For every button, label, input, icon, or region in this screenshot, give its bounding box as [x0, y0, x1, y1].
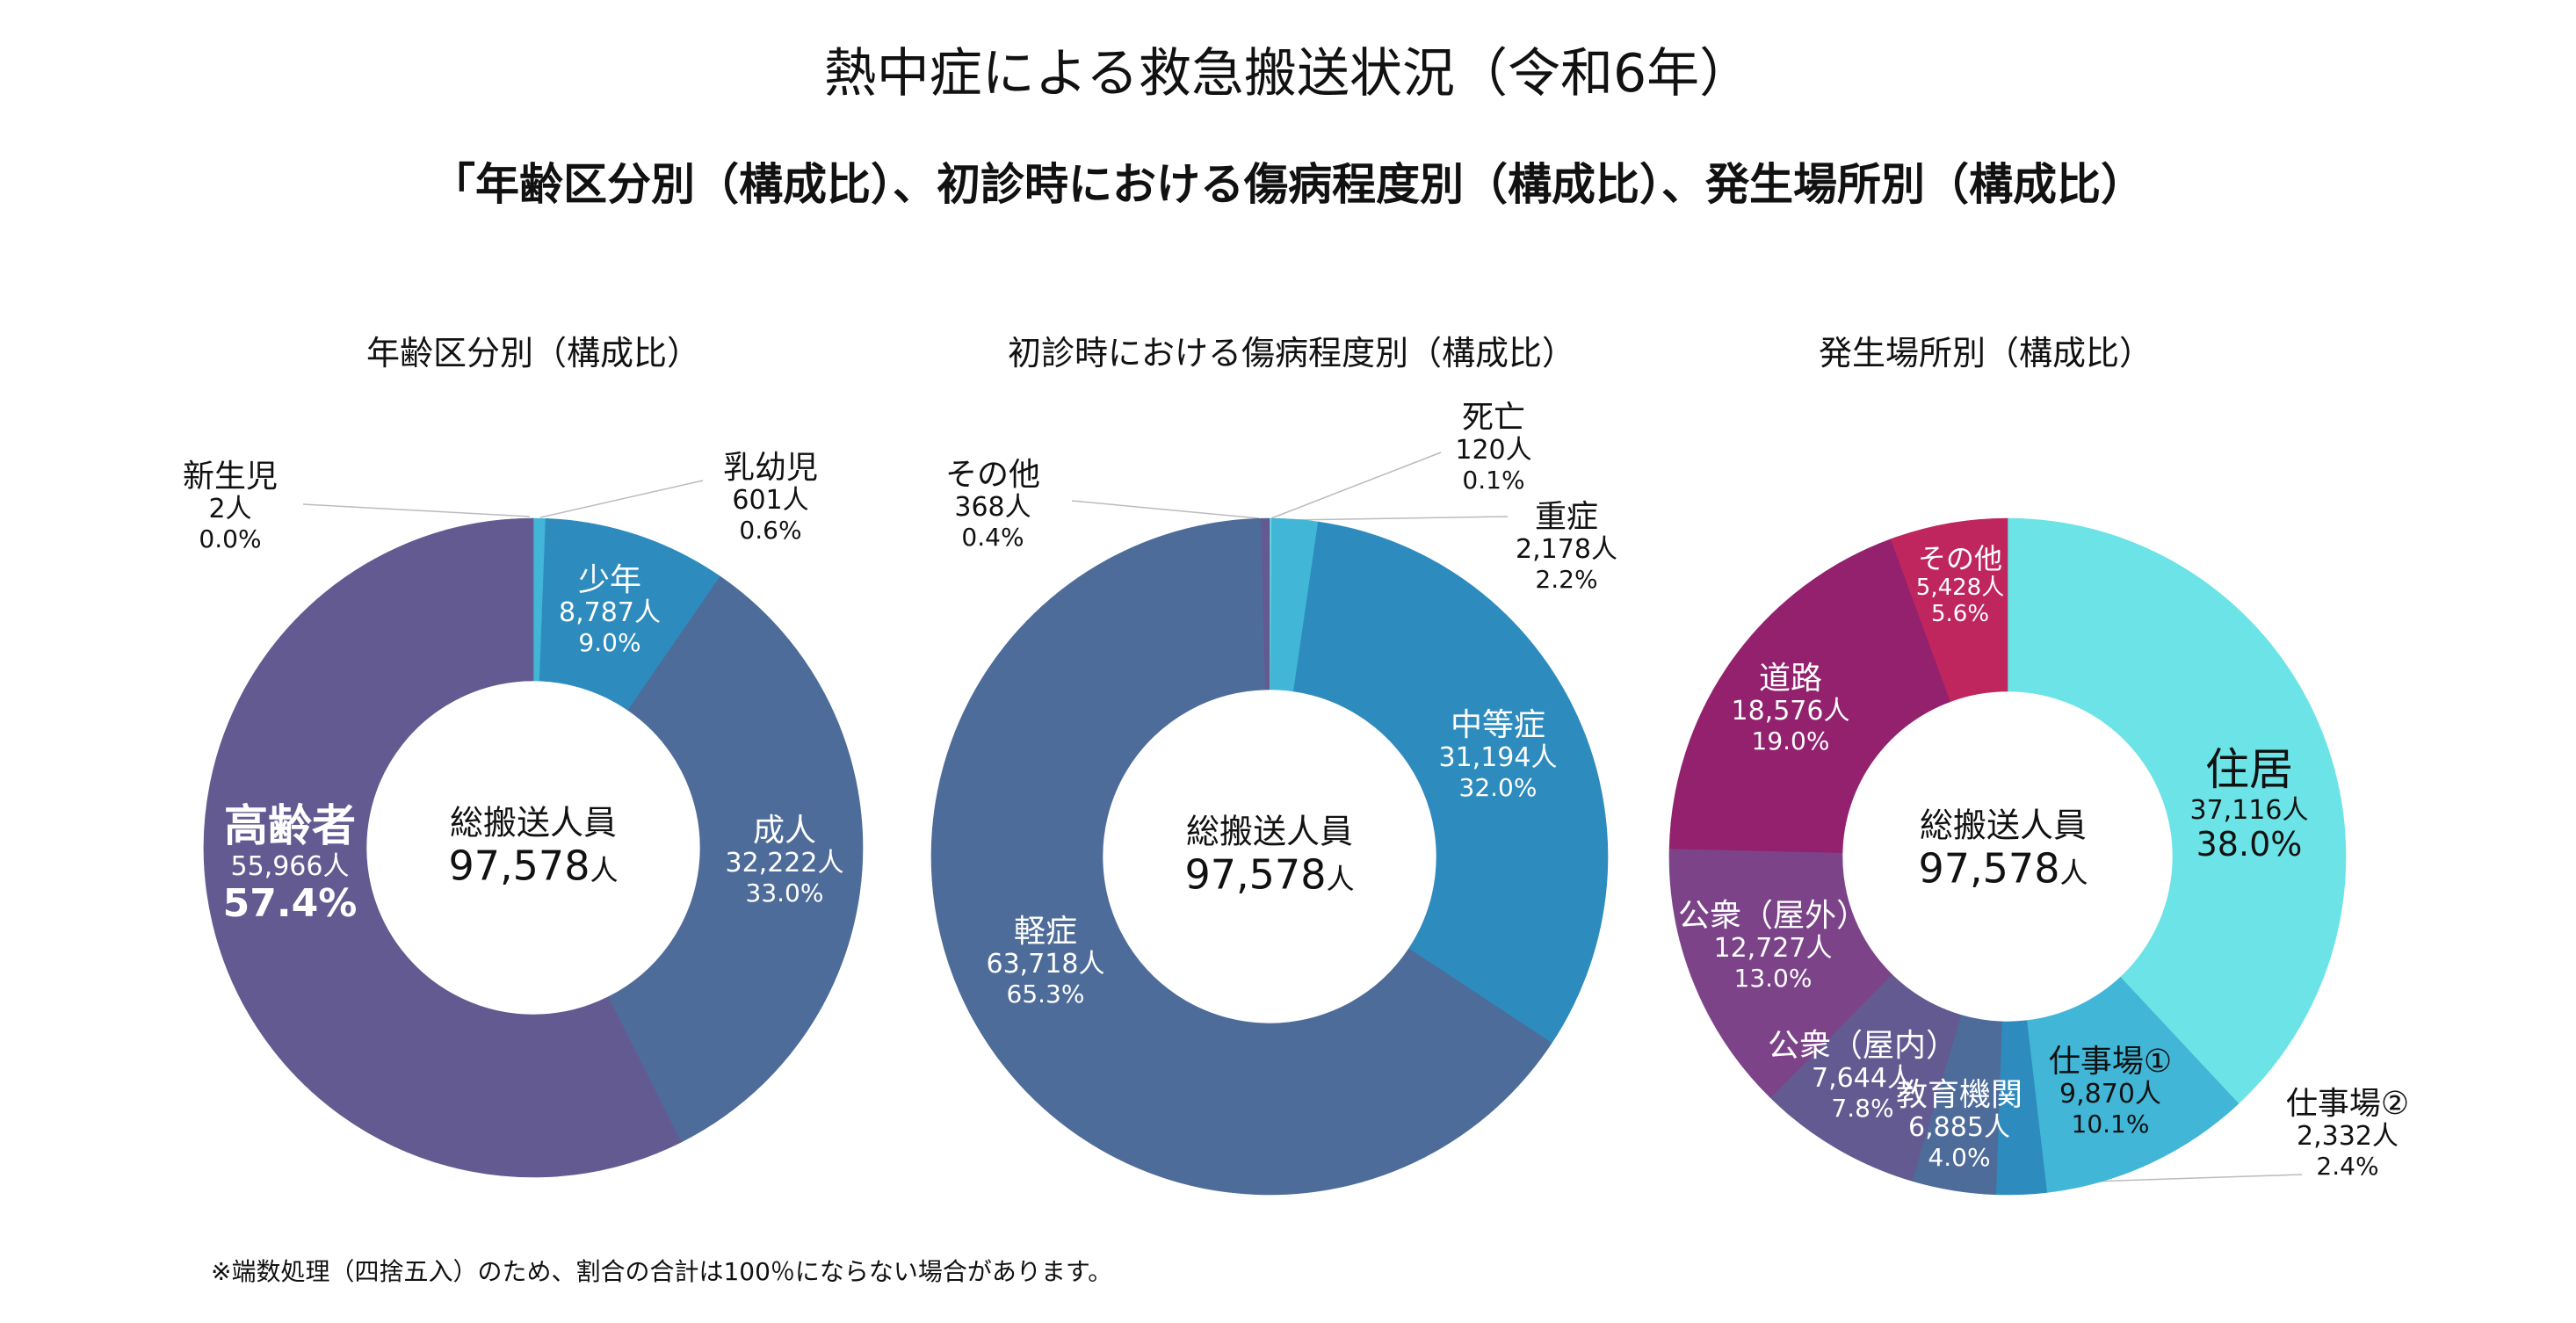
center-total-label: 総搬送人員	[1919, 806, 2088, 845]
leader-line-death	[1270, 452, 1442, 519]
chart-title-age: 年齢区分別（構成比）	[365, 334, 700, 372]
donut-age	[203, 517, 864, 1178]
data-label-education: 教育機関 6,885人 4.0%	[1895, 1077, 2023, 1172]
leader-line-serious	[1289, 516, 1509, 521]
data-label-public-outdoor: 公衆（屋外） 12,727人 13.0%	[1677, 898, 1869, 993]
data-label-workplace1: 仕事場① 9,870人 10.1%	[2048, 1044, 2173, 1139]
center-total-label: 総搬送人員	[449, 803, 618, 842]
data-label-newborn: 新生児 2人 0.0%	[182, 459, 279, 553]
subtitle: 「年齢区分別（構成比）、初診時における傷病程度別（構成比）、発生場所別（構成比）	[431, 159, 2145, 210]
donut-slice-road	[1668, 539, 1951, 853]
center-total-value: 97,578人	[448, 842, 619, 890]
donut-slice-other	[1261, 517, 1270, 690]
data-label-other-severity: その他 368人 0.4%	[944, 457, 1041, 552]
leader-line-newborn	[302, 503, 531, 517]
center-total-location: 総搬送人員 97,578人	[1919, 806, 2088, 896]
donut-slice-elderly	[203, 517, 682, 1178]
chart-title-severity: 初診時における傷病程度別（構成比）	[1007, 334, 1575, 372]
leader-lines	[302, 452, 2303, 1184]
chart-title-location: 発生場所別（構成比）	[1818, 334, 2153, 372]
donut-slice-adult	[607, 575, 864, 1143]
data-label-youth: 少年 8,787人 9.0%	[559, 562, 661, 657]
footnote: ※端数処理（四捨五入）のため、割合の合計は100％にならない場合があります。	[211, 1257, 1113, 1286]
main-title: 熱中症による救急搬送状況（令和6年）	[823, 43, 1753, 105]
data-label-residence: 住居 37,116人 38.0%	[2189, 744, 2309, 864]
donut-slice-moderate	[1293, 521, 1609, 1044]
data-label-death: 死亡 120人 0.1%	[1455, 400, 1532, 495]
donut-location	[1668, 517, 2347, 1196]
data-label-moderate: 中等症 31,194人 32.0%	[1438, 707, 1558, 802]
donut-slice-other	[1890, 517, 2008, 702]
donut-slice-mild	[930, 517, 1552, 1196]
data-label-road: 道路 18,576人 19.0%	[1731, 661, 1850, 755]
donut-slice-residence	[2007, 517, 2347, 1104]
data-label-infant: 乳幼児 601人 0.6%	[722, 450, 819, 545]
center-total-value: 97,578人	[1184, 850, 1355, 899]
data-label-public-indoor: 公衆（屋内） 7,644人 7.8%	[1767, 1028, 1958, 1123]
donut-slice-public-outdoor	[1668, 848, 1892, 1099]
data-label-workplace2: 仕事場② 2,332人 2.4%	[2285, 1086, 2410, 1181]
data-label-elderly: 高齢者 55,966人 57.4%	[222, 800, 358, 926]
center-total-value: 97,578人	[1918, 844, 2088, 893]
center-total-age: 総搬送人員 97,578人	[449, 803, 619, 893]
donut-severity	[930, 517, 1609, 1196]
center-total-label: 総搬送人員	[1185, 812, 1354, 851]
data-label-serious: 重症 2,178人 2.2%	[1516, 499, 1617, 594]
center-total-severity: 総搬送人員 97,578人	[1185, 812, 1355, 902]
leader-line-infant	[539, 480, 704, 518]
data-label-mild: 軽症 63,718人 65.3%	[986, 914, 1105, 1009]
data-label-adult: 成人 32,222人 33.0%	[725, 813, 844, 907]
data-label-other-location: その他 5,428人 5.6%	[1915, 542, 2005, 627]
leader-line-other-severity	[1071, 500, 1260, 519]
